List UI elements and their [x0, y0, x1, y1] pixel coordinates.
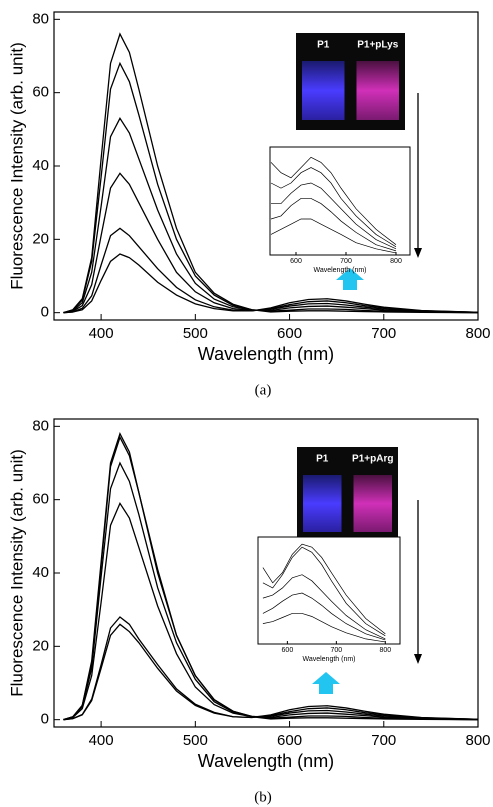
vial	[302, 61, 345, 120]
line-series	[63, 253, 479, 314]
inset-x-tick-label: 700	[331, 647, 343, 654]
line-series	[262, 543, 386, 635]
x-tick-label: 700	[371, 325, 396, 342]
photo-label: P1	[316, 454, 329, 465]
inset-x-label: Wavelength (nm)	[302, 656, 355, 663]
inset-x-label: Wavelength (nm)	[313, 267, 366, 274]
photo-label: P1	[317, 40, 330, 51]
x-tick-label: 600	[277, 732, 302, 749]
x-axis-label: Wavelength (nm)	[198, 751, 334, 771]
y-axis-label: Fluorescence Intensity (arb. unit)	[7, 449, 26, 697]
y-tick-label: 0	[41, 304, 49, 321]
x-tick-label: 500	[183, 325, 208, 342]
y-tick-label: 20	[32, 230, 49, 247]
arrow-head	[414, 248, 422, 258]
x-tick-label: 800	[465, 325, 490, 342]
line-series	[63, 227, 479, 314]
y-tick-label: 60	[32, 84, 49, 101]
line-series	[63, 117, 479, 314]
line-series	[63, 461, 479, 721]
x-tick-label: 600	[277, 325, 302, 342]
up-arrow	[312, 672, 340, 694]
plot-frame	[53, 11, 479, 321]
photo-label: P1+pLys	[357, 40, 398, 51]
line-series	[270, 218, 397, 254]
line-series	[270, 198, 397, 252]
y-tick-label: 40	[32, 157, 49, 174]
y-tick-label: 80	[32, 10, 49, 27]
x-tick-label: 400	[89, 732, 114, 749]
line-series	[63, 32, 479, 314]
y-tick-label: 0	[41, 711, 49, 728]
line-series	[63, 61, 479, 314]
line-series	[262, 574, 386, 640]
x-axis-label: Wavelength (nm)	[198, 344, 334, 364]
x-tick-label: 500	[183, 732, 208, 749]
y-tick-label: 20	[32, 637, 49, 654]
arrow-head	[414, 654, 422, 664]
vial	[356, 61, 399, 120]
x-tick-label: 400	[89, 325, 114, 342]
line-series	[63, 435, 479, 721]
line-series	[63, 623, 479, 721]
line-series	[262, 546, 386, 637]
x-tick-label: 800	[465, 732, 490, 749]
caption: (a)	[255, 382, 272, 398]
line-series	[270, 167, 397, 248]
line-series	[262, 613, 386, 643]
inset-frame	[257, 536, 401, 645]
line-series	[63, 501, 479, 721]
y-tick-label: 60	[32, 491, 49, 508]
vial	[303, 475, 342, 532]
inset-x-tick-label: 800	[390, 258, 402, 265]
line-series	[63, 616, 479, 721]
x-tick-label: 700	[371, 732, 396, 749]
line-series	[271, 182, 397, 250]
vial	[353, 475, 392, 532]
up-arrow	[336, 268, 364, 290]
inset-x-tick-label: 700	[340, 258, 352, 265]
photo-label: P1+pArg	[352, 454, 393, 465]
line-series	[262, 592, 386, 641]
y-axis-label: Fluorescence Intensity (arb. unit)	[7, 42, 26, 290]
inset-x-tick-label: 800	[379, 647, 391, 654]
inset-frame	[269, 146, 411, 256]
y-tick-label: 80	[32, 417, 49, 434]
y-tick-label: 40	[32, 564, 49, 581]
caption: (b)	[254, 789, 272, 805]
inset-x-tick-label: 600	[290, 258, 302, 265]
line-series	[63, 172, 479, 314]
line-series	[270, 156, 397, 245]
inset-x-tick-label: 600	[282, 647, 294, 654]
